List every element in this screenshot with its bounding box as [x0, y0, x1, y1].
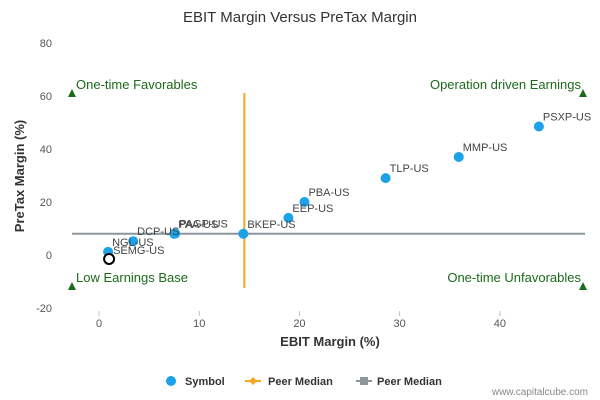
data-point-paa-us: [169, 228, 180, 239]
legend-peer-median-y-square: [360, 377, 368, 385]
y-tick-label: -20: [36, 303, 52, 315]
highlight-point-label: SEMG-US: [113, 245, 164, 257]
data-point-dcp-us: [128, 236, 139, 247]
credit-text: www.capitalcube.com: [491, 387, 588, 398]
data-point-label-eep-us: EEP-US: [292, 203, 333, 215]
data-point-label-pagp-us: PAGP-US: [179, 219, 228, 231]
data-point-label-dcp-us: DCP-US: [137, 226, 179, 238]
quadrant-marker-top-right: [579, 89, 587, 97]
data-point-label-paa-us: PAA-US: [178, 219, 218, 231]
data-point-labels: PSXP-US MMP-US TLP-US PBA-US EEP-US BKEP-US PA…: [112, 111, 591, 248]
data-points: [103, 121, 544, 257]
y-axis-ticks: -20 0 20 40 60 80: [36, 38, 52, 315]
legend-symbol-label: Symbol: [185, 376, 225, 388]
x-axis-ticks: 0 10 20 30 40: [96, 311, 506, 330]
quadrant-marker-top-left: [68, 89, 76, 97]
data-point-tlp-us: [380, 173, 391, 184]
x-tick-label: 30: [394, 318, 406, 330]
y-tick-label: 40: [40, 144, 52, 156]
y-tick-label: 20: [40, 197, 52, 209]
data-point-label-pba-us: PBA-US: [308, 187, 349, 199]
legend-peer-median-x-diamond: [249, 377, 257, 385]
quadrant-label-bottom-right: One-time Unfavorables: [447, 270, 581, 285]
data-point-label-ngl-us: NGL-US: [112, 237, 154, 249]
data-point-label-psxp-us: PSXP-US: [543, 111, 591, 123]
x-tick-label: 10: [193, 318, 205, 330]
legend-symbol-marker: [166, 376, 176, 386]
x-tick-label: 20: [293, 318, 305, 330]
legend-peer-median-x-label: Peer Median: [268, 376, 333, 388]
y-tick-label: 60: [40, 91, 52, 103]
quadrant-marker-bottom-right: [579, 282, 587, 290]
data-point-label-tlp-us: TLP-US: [390, 163, 429, 175]
quadrant-label-top-right: Operation driven Earnings: [430, 77, 582, 92]
quadrant-label-top-left: One-time Favorables: [76, 77, 198, 92]
x-tick-label: 40: [494, 318, 506, 330]
y-tick-label: 80: [40, 38, 52, 50]
y-axis-title: PreTax Margin (%): [12, 120, 27, 232]
data-point-label-bkep-us: BKEP-US: [247, 219, 295, 231]
data-point-bkep-us: [238, 228, 249, 239]
data-point-pba-us: [299, 197, 310, 207]
quadrant-label-bottom-left: Low Earnings Base: [76, 270, 188, 285]
x-tick-label: 0: [96, 318, 102, 330]
quadrant-marker-bottom-left: [68, 282, 76, 290]
highlight-point-marker: [103, 252, 116, 265]
data-point-psxp-us: [533, 121, 544, 132]
legend[interactable]: Symbol Peer Median Peer Median: [166, 376, 442, 388]
data-point-mmp-us: [453, 151, 464, 162]
data-point-label-mmp-us: MMP-US: [463, 142, 508, 154]
y-tick-label: 0: [46, 250, 52, 262]
chart-title: EBIT Margin Versus PreTax Margin: [183, 9, 417, 26]
x-axis-title: EBIT Margin (%): [280, 334, 380, 349]
legend-peer-median-y-label: Peer Median: [377, 376, 442, 388]
data-point-eep-us: [283, 212, 294, 223]
